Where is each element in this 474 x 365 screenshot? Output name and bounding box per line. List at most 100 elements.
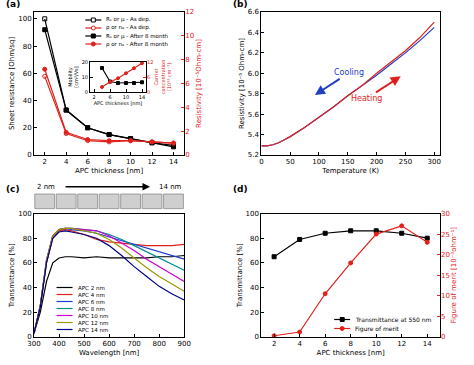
- svg-text:6: 6: [323, 340, 328, 348]
- svg-text:60: 60: [23, 70, 32, 78]
- svg-text:600: 600: [102, 340, 115, 348]
- svg-text:300: 300: [428, 158, 441, 166]
- svg-text:(a): (a): [6, 0, 20, 9]
- svg-text:50: 50: [286, 158, 295, 166]
- svg-text:40: 40: [23, 97, 32, 105]
- svg-text:800: 800: [152, 340, 165, 348]
- svg-text:12: 12: [185, 8, 194, 16]
- svg-text:APC 4 nm: APC 4 nm: [78, 292, 105, 298]
- svg-text:4: 4: [64, 158, 69, 166]
- svg-text:10: 10: [123, 94, 129, 100]
- svg-text:30: 30: [441, 210, 450, 218]
- svg-text:APC 14 nm: APC 14 nm: [78, 327, 108, 333]
- svg-text:20: 20: [250, 309, 259, 317]
- svg-text:14: 14: [423, 340, 432, 348]
- svg-text:6: 6: [85, 158, 90, 166]
- svg-text:APC thickness [nm]: APC thickness [nm]: [317, 349, 385, 357]
- svg-text:5.4: 5.4: [248, 131, 260, 139]
- svg-text:Figure of merit [10⁻³ohm⁻¹]: Figure of merit [10⁻³ohm⁻¹]: [450, 227, 458, 324]
- svg-text:100: 100: [18, 210, 31, 218]
- svg-text:0: 0: [259, 158, 263, 166]
- svg-text:2: 2: [42, 158, 46, 166]
- svg-text:APC thickness [nm]: APC thickness [nm]: [94, 100, 143, 106]
- svg-text:60: 60: [23, 259, 32, 267]
- svg-text:300: 300: [27, 340, 40, 348]
- svg-text:Heating: Heating: [351, 94, 382, 103]
- svg-text:10: 10: [185, 32, 194, 40]
- svg-text:20: 20: [441, 251, 450, 259]
- svg-text:2: 2: [272, 340, 276, 348]
- svg-text:6.0: 6.0: [248, 70, 259, 78]
- svg-text:Temperature (K): Temperature (K): [321, 167, 379, 175]
- svg-text:Rₛ or μ - After 8 month: Rₛ or μ - After 8 month: [106, 33, 169, 40]
- svg-text:Resistivity [10⁻⁵ Ohm-cm]: Resistivity [10⁻⁵ Ohm-cm]: [238, 38, 246, 129]
- svg-text:250: 250: [399, 158, 412, 166]
- svg-text:40: 40: [23, 284, 32, 292]
- svg-text:100: 100: [246, 210, 259, 218]
- svg-text:8: 8: [107, 158, 111, 166]
- svg-text:6: 6: [108, 94, 111, 100]
- svg-text:80: 80: [23, 235, 32, 243]
- svg-text:APC 12 nm: APC 12 nm: [78, 320, 108, 326]
- svg-text:6.2: 6.2: [248, 49, 259, 57]
- svg-text:900: 900: [178, 340, 191, 348]
- svg-text:ρ or nₑ - After 8 month: ρ or nₑ - After 8 month: [106, 41, 168, 48]
- svg-text:60: 60: [250, 259, 259, 267]
- svg-text:0: 0: [85, 89, 88, 95]
- svg-text:80: 80: [250, 235, 259, 243]
- svg-text:700: 700: [127, 340, 140, 348]
- svg-text:12: 12: [148, 158, 157, 166]
- svg-text:Transmittance [%]: Transmittance [%]: [236, 243, 244, 308]
- svg-text:(d): (d): [233, 184, 248, 194]
- svg-text:25: 25: [441, 231, 450, 239]
- svg-text:20: 20: [23, 124, 32, 132]
- svg-text:10: 10: [441, 292, 450, 300]
- svg-text:500: 500: [77, 340, 90, 348]
- svg-text:40: 40: [250, 284, 259, 292]
- svg-text:10: 10: [82, 74, 88, 80]
- svg-text:14 nm: 14 nm: [159, 183, 182, 191]
- svg-text:0: 0: [441, 333, 445, 341]
- svg-text:Figure of merit: Figure of merit: [355, 325, 400, 333]
- svg-text:14: 14: [169, 158, 178, 166]
- svg-text:2: 2: [185, 128, 189, 136]
- svg-text:APC 8 nm: APC 8 nm: [78, 306, 105, 312]
- svg-text:0: 0: [27, 151, 31, 159]
- svg-text:Mobility[cm²/Vs]: Mobility[cm²/Vs]: [67, 66, 80, 87]
- svg-text:Cooling: Cooling: [334, 68, 364, 77]
- svg-text:200: 200: [370, 158, 383, 166]
- svg-text:150: 150: [341, 158, 354, 166]
- svg-text:8: 8: [185, 56, 189, 64]
- svg-text:80: 80: [23, 43, 32, 51]
- svg-text:12: 12: [147, 59, 153, 65]
- svg-text:100: 100: [18, 15, 31, 23]
- svg-text:5.2: 5.2: [248, 151, 259, 159]
- svg-text:4: 4: [185, 104, 190, 112]
- svg-text:0: 0: [254, 333, 258, 341]
- svg-text:(b): (b): [233, 0, 248, 9]
- svg-text:Wavelength [nm]: Wavelength [nm]: [79, 349, 140, 357]
- svg-text:2 nm: 2 nm: [37, 183, 55, 191]
- svg-text:(c): (c): [6, 184, 20, 194]
- svg-text:14: 14: [139, 94, 145, 100]
- svg-text:Rₛ or μ - As dep.: Rₛ or μ - As dep.: [106, 16, 151, 23]
- svg-text:6: 6: [185, 80, 190, 88]
- svg-text:2: 2: [92, 94, 95, 100]
- svg-text:15: 15: [441, 272, 450, 280]
- svg-text:Resistivity [10⁻⁵Ohm-cm]: Resistivity [10⁻⁵Ohm-cm]: [195, 39, 203, 128]
- svg-text:0: 0: [27, 333, 31, 341]
- svg-text:Transmittance at 550 nm: Transmittance at 550 nm: [355, 316, 432, 323]
- svg-text:0: 0: [185, 151, 189, 159]
- svg-text:0: 0: [147, 89, 150, 95]
- svg-text:20: 20: [82, 59, 88, 65]
- svg-text:10: 10: [126, 158, 135, 166]
- svg-text:6: 6: [147, 74, 150, 80]
- svg-text:APC thickness [nm]: APC thickness [nm]: [75, 167, 143, 175]
- svg-text:10: 10: [372, 340, 381, 348]
- svg-text:6.6: 6.6: [248, 8, 260, 16]
- svg-text:5.6: 5.6: [248, 111, 260, 119]
- svg-text:ρ or nₑ - As dep.: ρ or nₑ - As dep.: [106, 24, 151, 31]
- svg-text:5.8: 5.8: [248, 90, 259, 98]
- svg-text:4: 4: [297, 340, 302, 348]
- svg-text:5: 5: [441, 313, 445, 321]
